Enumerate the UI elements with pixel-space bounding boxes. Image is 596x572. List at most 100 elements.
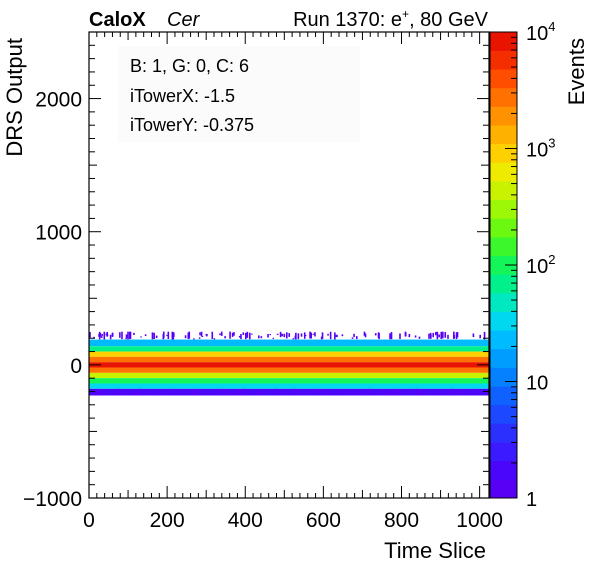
heatmap-cell [119,332,121,338]
heatmap-cell [144,334,147,337]
heatmap-cell [139,388,142,396]
heatmap-cells [89,331,489,396]
color-scale-tick-labels: 1 10 102 103 104 [526,19,555,511]
heatmap-cell [450,388,452,394]
heatmap-cell [166,334,168,336]
heatmap-cell [101,336,103,338]
heatmap-cell [397,390,399,394]
heatmap-cell [464,389,467,394]
heatmap-cell [179,389,182,393]
heatmap-cell [311,389,313,393]
heatmap-cell [256,392,259,394]
heatmap-cell [292,388,294,395]
y-tick-label: 0 [70,355,82,378]
color-scale-segment [490,218,517,238]
info-line-tower-y: iTowerY: -0.375 [130,115,254,135]
heatmap-cell [283,389,286,394]
color-scale-segment [490,330,517,350]
heatmap-cell [363,331,366,336]
color-scale-segment [490,32,517,51]
heatmap-cell [121,331,123,340]
color-scale-segment [490,125,517,145]
heatmap-cell [398,388,400,396]
heatmap-cell [476,390,478,393]
heatmap-cell [125,338,127,340]
heatmap-cell [137,390,140,396]
heatmap-cell [233,389,236,395]
heatmap-cell [394,390,397,392]
color-scale-ticks [505,36,517,499]
heatmap-cell [327,333,329,336]
heatmap-cell [455,390,458,392]
heatmap-cell [483,331,486,340]
heatmap-cell [319,389,321,393]
heatmap-band [89,356,489,363]
x-tick-label: 0 [83,509,95,532]
color-scale-segment [490,162,517,182]
heatmap-cell [267,334,269,338]
heatmap-cell [385,393,388,396]
heatmap-cell [279,331,282,338]
heatmap-cell [392,393,394,395]
heatmap-cell [171,331,174,340]
x-tick-labels: 0 200 400 600 800 1000 [83,509,503,532]
heatmap-cell [300,333,303,337]
heatmap-cell [353,333,355,338]
heatmap-band [89,388,489,396]
heatmap-cell [379,390,382,392]
heatmap-cell [192,389,194,395]
heatmap-cell [197,388,199,396]
heatmap-cell [160,389,162,396]
heatmap-band [89,362,489,368]
heatmap-cell [314,388,316,391]
info-line-board: B: 1, G: 0, C: 6 [130,56,249,76]
heatmap-cell [200,331,203,337]
heatmap-cell [426,389,429,395]
heatmap-cell [122,389,124,391]
heatmap-cell [152,388,154,396]
heatmap-cell [172,332,175,340]
axis-ticks [88,31,489,499]
color-scale-label: Events [564,38,589,105]
heatmap-cell [220,331,223,336]
heatmap-cell [472,333,475,338]
heatmap-cell [231,332,234,337]
heatmap-cell [303,332,306,339]
heatmap-cell [378,332,380,340]
color-scale-segment [490,348,517,368]
heatmap-cell [472,388,475,396]
color-scale-segment [490,199,517,219]
heatmap-cell [322,389,325,392]
heatmap-cell [396,390,399,396]
color-scale-segment [490,69,517,89]
heatmap-cell [390,332,393,340]
heatmap-cell [458,392,461,394]
heatmap-cell [456,332,459,338]
run-label-sup: + [402,7,409,21]
heatmap-cell [355,336,358,340]
color-scale-segment [490,255,517,275]
heatmap-cell [404,391,407,394]
heatmap-cell [321,332,324,339]
heatmap-cell [199,332,201,336]
heatmap-cell [379,389,381,395]
color-scale-tick-label: 10 [526,373,548,395]
heatmap-cell [260,390,262,395]
heatmap-cell [231,392,233,396]
heatmap-cell [103,331,106,340]
heatmap-cell [436,331,439,340]
heatmap-cell [219,388,222,396]
heatmap-cell [445,393,447,396]
heatmap-cell [309,331,311,339]
color-scale-segment [490,181,517,201]
heatmap-cell [312,333,315,335]
run-label-energy: , 80 GeV [409,9,489,31]
heatmap-cell [456,389,459,394]
heatmap-band [89,351,489,357]
heatmap-cell [279,390,281,394]
heatmap-cell [224,336,226,339]
heatmap-cell [389,334,392,338]
heatmap-cell [188,331,191,339]
color-scale-tick-label: 103 [526,136,555,162]
heatmap-cell [428,333,430,339]
